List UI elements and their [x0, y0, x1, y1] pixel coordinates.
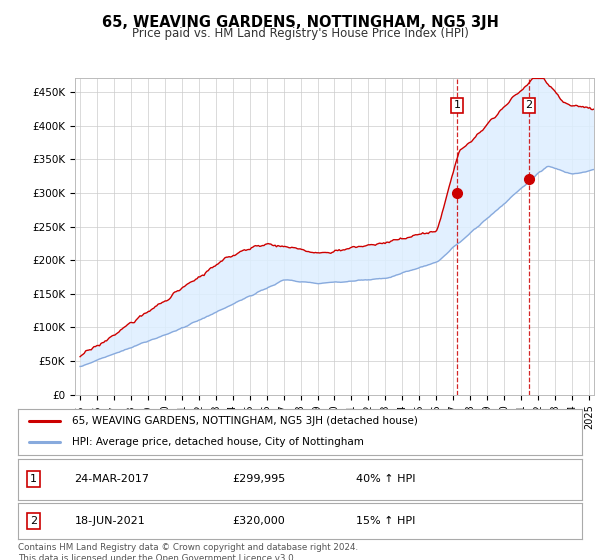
Text: 18-JUN-2021: 18-JUN-2021	[74, 516, 145, 526]
Text: HPI: Average price, detached house, City of Nottingham: HPI: Average price, detached house, City…	[71, 437, 364, 447]
Text: 65, WEAVING GARDENS, NOTTINGHAM, NG5 3JH (detached house): 65, WEAVING GARDENS, NOTTINGHAM, NG5 3JH…	[71, 416, 418, 426]
Text: 65, WEAVING GARDENS, NOTTINGHAM, NG5 3JH: 65, WEAVING GARDENS, NOTTINGHAM, NG5 3JH	[101, 15, 499, 30]
Text: 2: 2	[526, 100, 532, 110]
Text: 40% ↑ HPI: 40% ↑ HPI	[356, 474, 416, 484]
Text: 1: 1	[30, 474, 37, 484]
Text: 1: 1	[454, 100, 460, 110]
Text: £299,995: £299,995	[232, 474, 286, 484]
Text: 2: 2	[30, 516, 37, 526]
Text: Price paid vs. HM Land Registry's House Price Index (HPI): Price paid vs. HM Land Registry's House …	[131, 27, 469, 40]
Text: £320,000: £320,000	[232, 516, 285, 526]
Text: Contains HM Land Registry data © Crown copyright and database right 2024.
This d: Contains HM Land Registry data © Crown c…	[18, 543, 358, 560]
Text: 24-MAR-2017: 24-MAR-2017	[74, 474, 149, 484]
Text: 15% ↑ HPI: 15% ↑ HPI	[356, 516, 416, 526]
